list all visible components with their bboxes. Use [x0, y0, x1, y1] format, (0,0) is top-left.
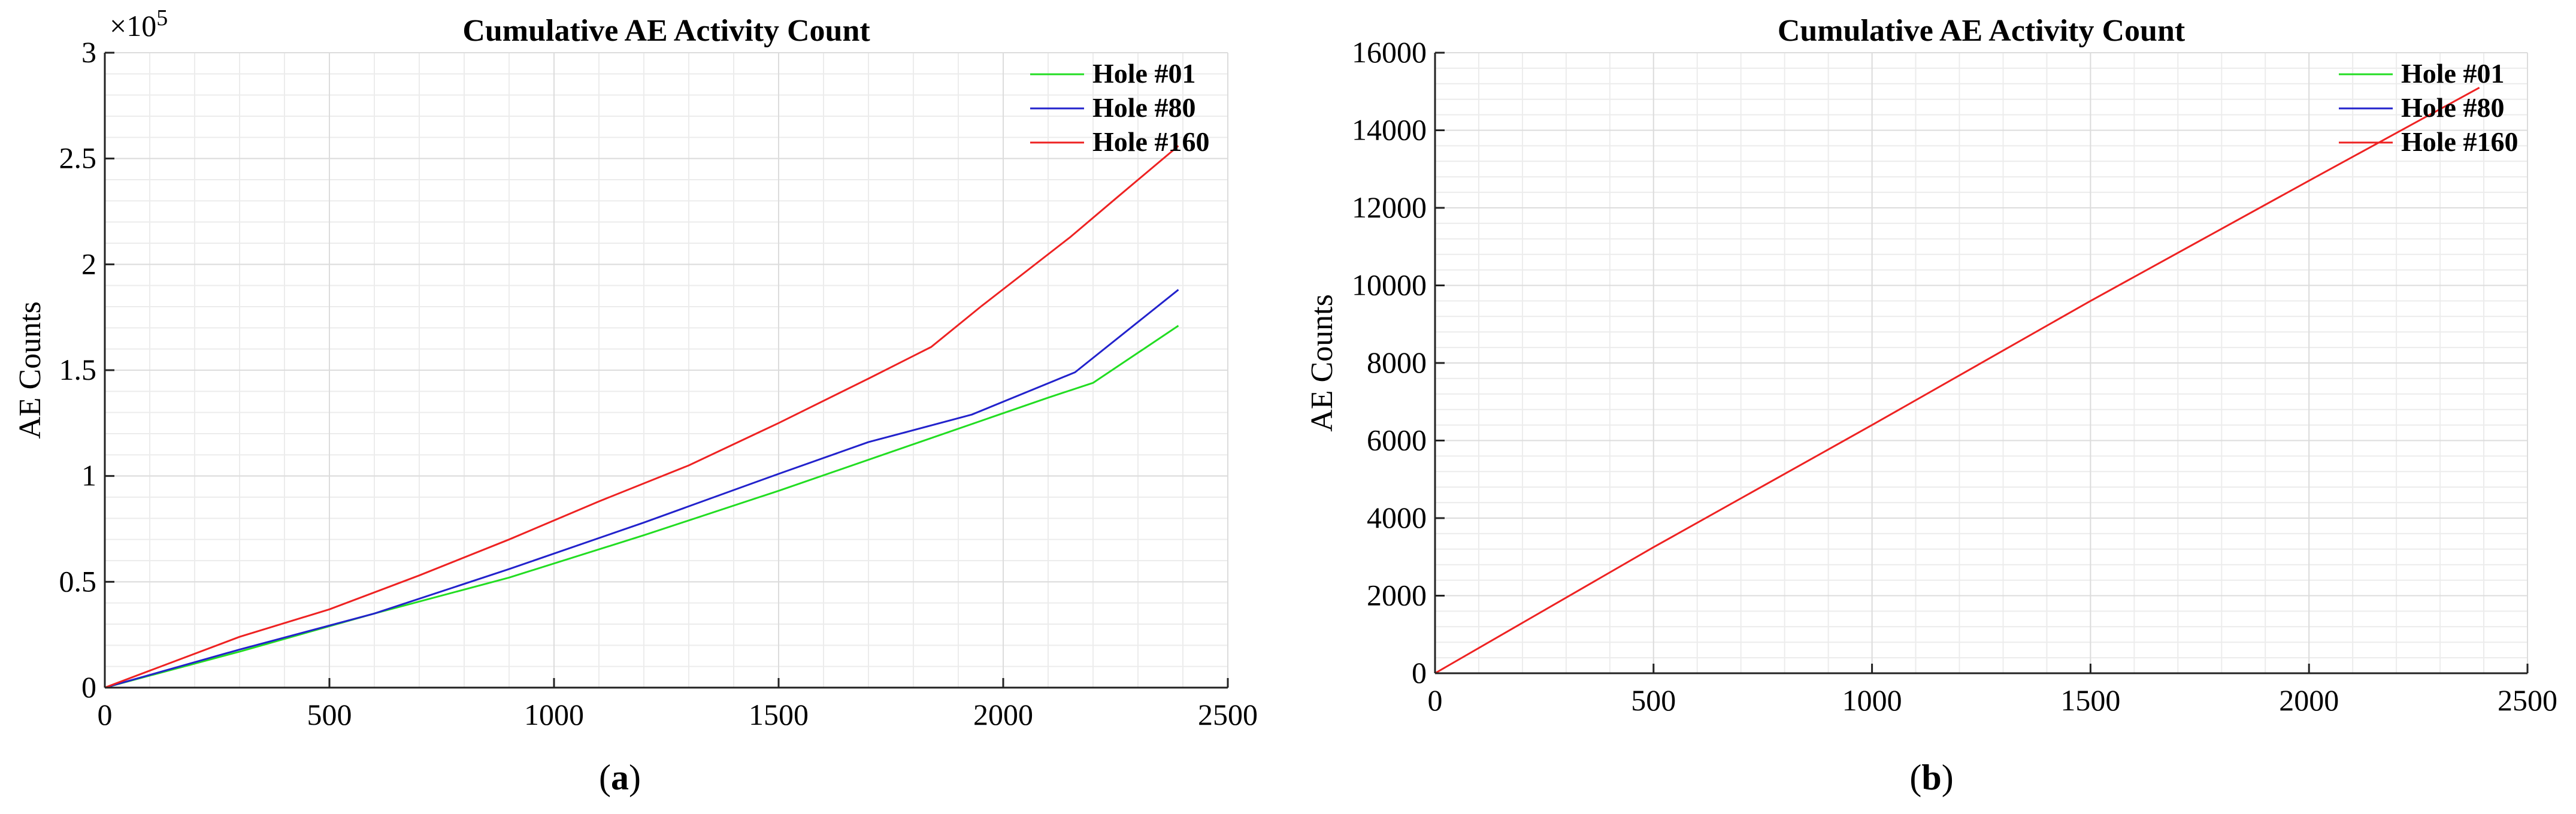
y-exponent-power: 5 — [156, 5, 168, 31]
caption-open: ( — [599, 758, 611, 797]
panel-caption: (b) — [1909, 758, 1953, 797]
caption-letter: b — [1921, 758, 1941, 797]
y-tick-label: 16000 — [1352, 35, 1427, 69]
y-tick-label: 3 — [81, 35, 96, 69]
y-tick-label: 8000 — [1367, 346, 1427, 379]
x-tick-label: 500 — [1631, 683, 1676, 717]
y-tick-label: 10000 — [1352, 268, 1427, 302]
y-tick-label: 0 — [1412, 656, 1427, 689]
series-line-3 — [104, 145, 1179, 689]
x-tick-label: 1000 — [524, 698, 584, 731]
x-tick-label: 1000 — [1842, 683, 1902, 717]
y-tick-label: 1.5 — [59, 353, 97, 386]
y-tick-label: 12000 — [1352, 190, 1427, 224]
y-tick-label: 2000 — [1367, 579, 1427, 612]
chart-b: 0 500 1000 1500 2000 2500 0 2000 4000 6000 8000 100… — [1305, 14, 2557, 797]
legend-label-2: Hole #80 — [2401, 92, 2504, 123]
y-tick-label: 1 — [81, 459, 96, 492]
caption-open: ( — [1909, 758, 1921, 797]
caption-close: ) — [1942, 758, 1954, 797]
chart-title: Cumulative AE Activity Count — [1778, 14, 2185, 48]
x-tick-label: 1500 — [749, 698, 809, 731]
chart-title: Cumulative AE Activity Count — [462, 14, 870, 48]
legend-label-3: Hole #160 — [1092, 126, 1209, 157]
y-tick-label: 4000 — [1367, 501, 1427, 534]
y-tick-label: 6000 — [1367, 423, 1427, 457]
y-tick-label: 14000 — [1352, 113, 1427, 147]
legend-label-3: Hole #160 — [2401, 126, 2518, 157]
legend-label-1: Hole #01 — [2401, 58, 2504, 89]
y-tick-label: 2 — [81, 247, 96, 280]
x-tick-label: 2500 — [2498, 683, 2557, 717]
x-tick-label: 2500 — [1198, 698, 1258, 731]
y-tick-label: 0.5 — [59, 564, 97, 598]
x-tick-label: 500 — [307, 698, 352, 731]
x-tick-label: 2000 — [973, 698, 1033, 731]
x-tick-label: 0 — [1428, 683, 1443, 717]
y-axis-label: AE Counts — [1305, 294, 1339, 432]
legend-label-2: Hole #80 — [1092, 92, 1195, 123]
series-line-3 — [1434, 86, 2480, 674]
x-tick-label: 2000 — [2279, 683, 2339, 717]
chart-a: 0 500 1000 1500 2000 2500 0 0.5 1 1.5 2 2.5 3 ×105 Cum… — [13, 5, 1258, 797]
y-axis-label: AE Counts — [13, 301, 47, 439]
y-exponent-base: ×10 — [110, 9, 156, 43]
caption-close: ) — [629, 758, 641, 797]
y-tick-label: 0 — [81, 670, 96, 704]
x-tick-label: 0 — [98, 698, 113, 731]
caption-letter: a — [611, 758, 629, 797]
panel-caption: (a) — [599, 758, 641, 797]
y-exponent-label: ×105 — [110, 5, 168, 43]
series-line-2 — [104, 289, 1179, 689]
legend-label-1: Hole #01 — [1092, 58, 1195, 89]
series-line-1 — [104, 325, 1179, 689]
x-tick-label: 1500 — [2060, 683, 2120, 717]
y-tick-label: 2.5 — [59, 141, 97, 175]
